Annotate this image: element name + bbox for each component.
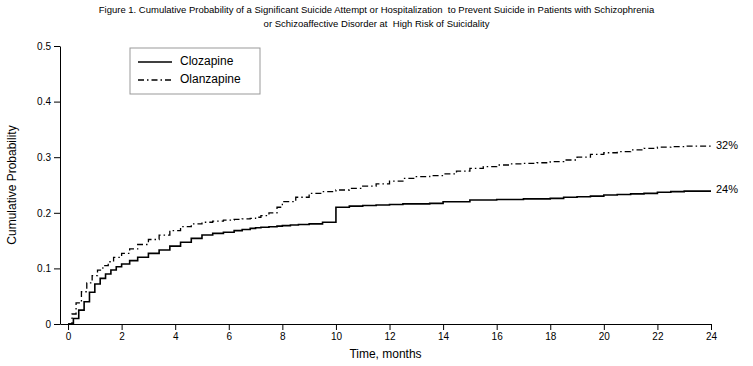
x-tick-mark [550, 324, 551, 330]
y-tick-mark [54, 268, 60, 269]
y-tick-mark [54, 213, 60, 214]
y-tick: 0.3 [37, 152, 60, 163]
end-label: 24% [716, 183, 738, 195]
x-tick-label: 20 [599, 331, 611, 342]
x-tick-mark [604, 324, 605, 330]
x-tick-label: 4 [173, 331, 179, 342]
x-tick-label: 12 [384, 331, 396, 342]
x-tick: 10 [331, 324, 343, 342]
x-tick-label: 10 [331, 331, 343, 342]
y-tick-mark [54, 102, 60, 103]
x-tick-mark [68, 324, 69, 330]
x-tick-label: 6 [226, 331, 232, 342]
subtitle: or Schizoaffective Disorder at High Risk… [264, 18, 490, 29]
x-tick: 6 [226, 324, 232, 342]
y-tick-label: 0.4 [37, 96, 51, 107]
x-tick: 24 [706, 324, 718, 342]
title: Figure 1. Cumulative Probability of a Si… [99, 4, 655, 15]
x-tick: 22 [652, 324, 664, 342]
y-tick-mark [54, 157, 60, 158]
y-tick-label: 0.1 [37, 263, 51, 274]
y-tick-label: 0.2 [37, 208, 51, 219]
x-axis-title: Time, months [349, 347, 421, 361]
legend-swatch [138, 61, 172, 63]
y-axis-title: Cumulative Probability [5, 125, 19, 244]
end-label: 32% [716, 139, 738, 151]
legend-swatch [138, 79, 172, 80]
x-tick-mark [390, 324, 391, 330]
x-tick-label: 24 [706, 331, 718, 342]
y-tick-label: 0.3 [37, 152, 51, 163]
x-tick: 20 [599, 324, 611, 342]
legend-box [130, 48, 260, 94]
x-tick: 8 [280, 324, 286, 342]
x-tick: 16 [492, 324, 504, 342]
y-axis: 0 0.1 0.2 0.3 0.4 0.5 [37, 41, 60, 330]
y-tick: 0.5 [37, 41, 60, 52]
y-tick: 0.2 [37, 208, 60, 219]
series-line [68, 146, 711, 324]
x-axis-line [61, 324, 712, 325]
y-tick-label: 0.5 [37, 41, 51, 52]
y-tick: 0.4 [37, 96, 60, 107]
x-tick-mark [497, 324, 498, 330]
plot-area [68, 146, 711, 324]
x-tick: 14 [438, 324, 450, 342]
y-tick-mark [54, 46, 60, 47]
x-tick-label: 22 [652, 331, 664, 342]
y-tick: 0 [45, 319, 60, 330]
x-tick-label: 8 [280, 331, 286, 342]
x-tick-mark [282, 324, 283, 330]
x-axis: 024681012141618202224 [61, 324, 718, 342]
legend: Clozapine Olanzapine [130, 48, 260, 94]
x-tick: 12 [384, 324, 396, 342]
y-tick: 0.1 [37, 263, 60, 274]
x-tick-label: 16 [492, 331, 504, 342]
x-tick-mark [443, 324, 444, 330]
x-tick: 18 [545, 324, 557, 342]
series-line [68, 191, 711, 324]
y-tick-mark [54, 324, 60, 325]
x-tick-label: 18 [545, 331, 557, 342]
x-tick-label: 2 [119, 331, 125, 342]
x-tick: 4 [173, 324, 179, 342]
x-tick-mark [336, 324, 337, 330]
x-tick-label: 14 [438, 331, 450, 342]
x-tick-mark [657, 324, 658, 330]
y-tick-label: 0 [45, 319, 51, 330]
x-tick-mark [229, 324, 230, 330]
x-tick-mark [175, 324, 176, 330]
legend-label: Clozapine [180, 54, 234, 68]
y-axis-line [60, 47, 61, 325]
x-tick-mark [122, 324, 123, 330]
x-tick-label: 0 [66, 331, 72, 342]
chart: Figure 1. Cumulative Probability of a Si… [0, 0, 753, 366]
x-tick: 0 [66, 324, 72, 342]
legend-label: Olanzapine [180, 72, 241, 86]
x-tick-mark [711, 324, 712, 330]
title-group: Figure 1. Cumulative Probability of a Si… [99, 4, 655, 29]
x-tick: 2 [119, 324, 125, 342]
